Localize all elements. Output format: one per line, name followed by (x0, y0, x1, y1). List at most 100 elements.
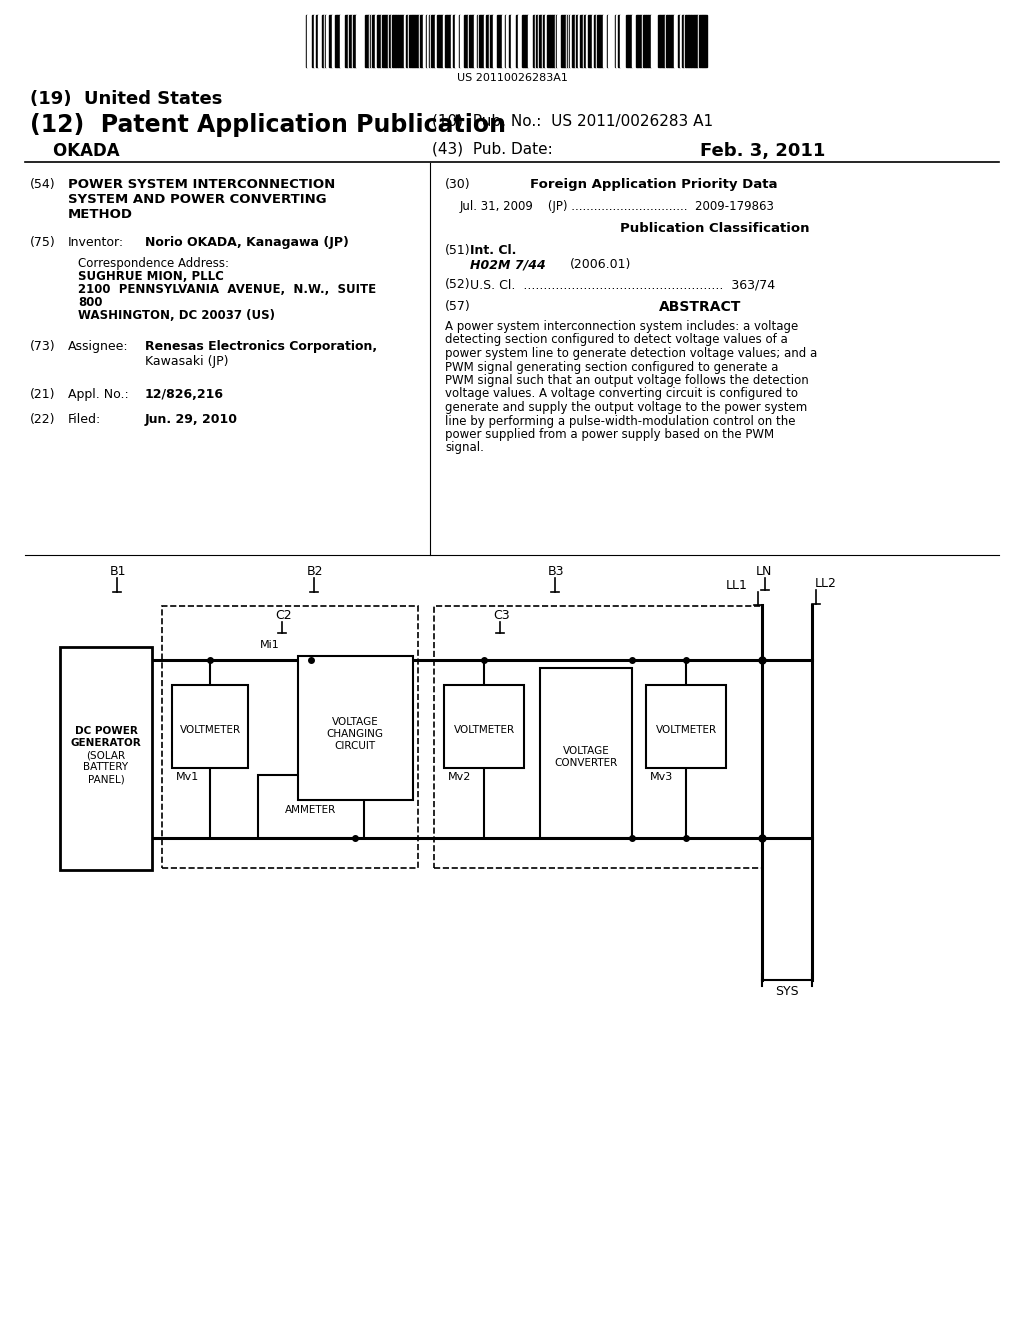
Text: Appl. No.:: Appl. No.: (68, 388, 129, 401)
Bar (543, 15, 545, 67)
Text: Feb. 3, 2011: Feb. 3, 2011 (700, 143, 825, 160)
Text: VOLTAGE: VOLTAGE (562, 746, 609, 756)
Bar (638, 15, 640, 67)
Bar (575, 15, 578, 67)
Text: LL1: LL1 (726, 579, 748, 591)
Bar (680, 15, 682, 67)
Text: WASHINGTON, DC 20037 (US): WASHINGTON, DC 20037 (US) (78, 309, 275, 322)
Bar (387, 15, 389, 67)
Bar (500, 15, 502, 67)
Bar (417, 15, 419, 67)
Text: power system line to generate detection voltage values; and a: power system line to generate detection … (445, 347, 817, 360)
Text: VOLTMETER: VOLTMETER (179, 725, 241, 735)
Bar (600, 15, 602, 67)
Bar (358, 15, 361, 67)
Text: SYS: SYS (775, 985, 799, 998)
Bar (586, 15, 588, 67)
Bar (648, 15, 650, 67)
Text: C2: C2 (275, 609, 292, 622)
Bar (421, 15, 423, 67)
Bar (426, 15, 427, 67)
Bar (423, 15, 425, 67)
Text: B1: B1 (110, 565, 127, 578)
Bar (640, 15, 642, 67)
Bar (674, 15, 677, 67)
Bar (650, 15, 652, 67)
Bar (688, 15, 691, 67)
Text: B3: B3 (548, 565, 564, 578)
Text: Filed:: Filed: (68, 413, 101, 426)
Bar (386, 15, 387, 67)
Text: power supplied from a power supply based on the PWM: power supplied from a power supply based… (445, 428, 774, 441)
Bar (559, 15, 561, 67)
Bar (632, 15, 634, 67)
Bar (307, 15, 309, 67)
Text: U.S. Cl.  ..................................................  363/74: U.S. Cl. ...............................… (470, 279, 775, 290)
Bar (503, 15, 505, 67)
Bar (536, 15, 538, 67)
Bar (347, 15, 349, 67)
Bar (563, 15, 565, 67)
Bar (446, 15, 449, 67)
Bar (652, 15, 654, 67)
Text: (52): (52) (445, 279, 471, 290)
Bar (530, 15, 534, 67)
Bar (300, 15, 302, 67)
Bar (444, 685, 524, 768)
Bar (364, 15, 365, 67)
Bar (313, 15, 315, 67)
Bar (508, 15, 509, 67)
Text: A power system interconnection system includes: a voltage: A power system interconnection system in… (445, 319, 799, 333)
Text: B2: B2 (307, 565, 324, 578)
Text: (54): (54) (30, 178, 55, 191)
Bar (691, 15, 693, 67)
Text: (22): (22) (30, 413, 55, 426)
Bar (396, 15, 397, 67)
Bar (660, 15, 663, 67)
Bar (557, 15, 559, 67)
Bar (502, 15, 503, 67)
Bar (672, 15, 674, 67)
Bar (547, 15, 550, 67)
Bar (326, 15, 328, 67)
Bar (445, 15, 446, 67)
Bar (496, 15, 497, 67)
Text: detecting section configured to detect voltage values of a: detecting section configured to detect v… (445, 334, 787, 346)
Bar (337, 15, 339, 67)
Text: OKADA: OKADA (30, 143, 120, 160)
Bar (644, 15, 645, 67)
Bar (302, 15, 305, 67)
Bar (613, 15, 615, 67)
Bar (626, 15, 628, 67)
Bar (646, 685, 726, 768)
Bar (462, 15, 464, 67)
Bar (361, 15, 364, 67)
Bar (527, 15, 529, 67)
Bar (513, 15, 515, 67)
Bar (342, 15, 345, 67)
Bar (319, 15, 322, 67)
Bar (552, 15, 554, 67)
Text: voltage values. A voltage converting circuit is configured to: voltage values. A voltage converting cir… (445, 388, 798, 400)
Bar (511, 15, 513, 67)
Text: Int. Cl.: Int. Cl. (470, 244, 516, 257)
Bar (602, 15, 604, 67)
Text: Mv2: Mv2 (449, 772, 471, 781)
Bar (597, 15, 598, 67)
Text: LN: LN (756, 565, 772, 578)
Bar (520, 15, 522, 67)
Bar (332, 15, 334, 67)
Text: Inventor:: Inventor: (68, 236, 124, 249)
Text: (10)  Pub. No.:  US 2011/0026283 A1: (10) Pub. No.: US 2011/0026283 A1 (432, 114, 713, 128)
Bar (427, 15, 428, 67)
Bar (617, 15, 620, 67)
Bar (604, 15, 606, 67)
Bar (485, 15, 488, 67)
Bar (566, 15, 568, 67)
Bar (506, 15, 508, 67)
Bar (406, 15, 408, 67)
Bar (451, 15, 452, 67)
Bar (471, 15, 473, 67)
Bar (634, 15, 636, 67)
Bar (685, 15, 687, 67)
